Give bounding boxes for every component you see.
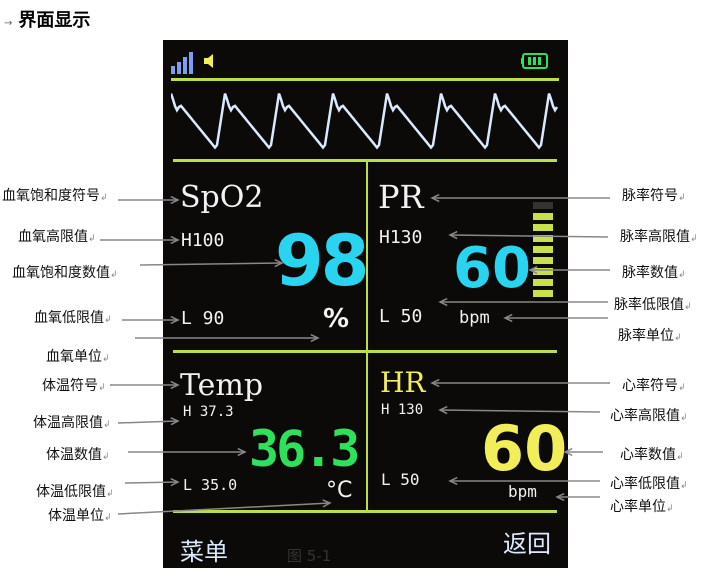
annotation-label-right: 脉率低限值↲	[614, 297, 692, 313]
divider	[171, 78, 559, 81]
menu-button[interactable]: 菜单	[180, 538, 228, 566]
annotation-arrow	[448, 476, 600, 486]
annotation-label-left: 血氧高限值↲	[18, 229, 96, 245]
hr-value: 60	[481, 412, 568, 485]
figure-caption: 图 5-1	[287, 547, 332, 565]
temp-high-limit: H 37.3	[183, 404, 234, 420]
annotation-arrow	[117, 499, 332, 515]
spo2-unit: %	[323, 304, 350, 334]
spo2-high-limit: H100	[181, 230, 225, 251]
annotation-arrow	[118, 195, 180, 205]
annotation-label-left: 体温符号↲	[42, 378, 106, 394]
spo2-symbol: SpO2	[180, 180, 264, 215]
pulse-bar-segment	[533, 257, 553, 264]
annotation-label-left: 体温高限值↲	[33, 415, 111, 431]
annotation-label-right: 心率高限值↲	[610, 408, 688, 424]
annotation-arrow	[430, 193, 610, 203]
divider	[173, 350, 557, 353]
hr-high-limit: H 130	[381, 402, 424, 418]
divider	[173, 159, 557, 162]
annotation-arrow	[563, 447, 603, 457]
annotation-arrow	[438, 297, 608, 307]
annotation-arrow	[117, 417, 180, 426]
pr-unit: bpm	[459, 308, 490, 328]
temp-value: 36.3	[249, 420, 360, 478]
pulse-bar-segment	[533, 279, 553, 286]
divider	[173, 510, 557, 513]
temp-unit: °C	[326, 478, 353, 503]
annotation-label-left: 体温低限值↲	[36, 484, 114, 500]
divider	[366, 160, 368, 513]
annotation-label-left: 血氧单位↲	[46, 349, 110, 365]
annotation-arrow	[430, 378, 610, 388]
pr-symbol: PR	[378, 178, 424, 216]
pulse-bar-segment	[533, 246, 553, 253]
annotation-label-left: 血氧低限值↲	[34, 310, 112, 326]
annotation-label-right: 脉率单位↲	[618, 328, 682, 344]
signal-bars-icon	[171, 52, 193, 74]
hr-low-limit: L 50	[381, 470, 420, 489]
annotation-arrow	[555, 492, 600, 502]
pr-low-limit: L 50	[379, 306, 423, 327]
section-heading: → 界面显示	[4, 10, 91, 31]
temp-low-limit: L 35.0	[183, 476, 238, 494]
annotation-label-left: 血氧饱和度符号↲	[2, 188, 108, 204]
pulse-strength-bar	[533, 202, 553, 302]
device-screen: SpO2 H100 98 L 90 % PR H130 60 L 50 bpm …	[163, 40, 568, 568]
annotation-arrow	[448, 230, 609, 240]
spo2-value: 98	[275, 220, 369, 302]
pulse-bar-segment	[533, 224, 553, 231]
annotation-label-right: 心率符号↲	[622, 378, 686, 394]
battery-icon	[521, 53, 548, 69]
annotation-label-right: 脉率高限值↲	[620, 229, 698, 245]
annotation-label-left: 血氧饱和度数值↲	[12, 265, 118, 281]
annotation-arrow	[503, 313, 608, 323]
pr-high-limit: H130	[379, 227, 423, 248]
pulse-bar-segment	[533, 268, 553, 275]
annotation-arrow	[128, 447, 247, 457]
annotation-arrow	[135, 333, 320, 343]
back-button[interactable]: 返回	[503, 530, 551, 558]
speaker-icon	[204, 54, 213, 68]
spo2-low-limit: L 90	[181, 308, 225, 329]
hr-symbol: HR	[380, 366, 426, 399]
annotation-arrow	[122, 315, 180, 325]
annotation-arrow	[110, 380, 180, 390]
annotation-arrow	[528, 265, 610, 275]
pr-value: 60	[453, 236, 531, 301]
pulse-bar-segment	[533, 290, 553, 297]
annotation-label-left: 体温数值↲	[46, 447, 110, 463]
annotation-label-right: 脉率数值↲	[622, 265, 686, 281]
hr-unit: bpm	[508, 482, 537, 501]
pulse-bar-segment	[533, 202, 553, 209]
annotation-arrow	[124, 477, 180, 487]
annotation-arrow	[100, 235, 180, 245]
annotation-label-right: 心率数值↲	[620, 447, 684, 463]
annotation-arrow	[438, 405, 601, 415]
pleth-waveform	[171, 93, 559, 150]
annotation-label-right: 心率单位↲	[610, 499, 674, 515]
annotation-label-right: 脉率符号↲	[622, 188, 686, 204]
annotation-arrow	[139, 258, 284, 268]
annotation-label-right: 心率低限值↲	[610, 476, 688, 492]
pulse-bar-segment	[533, 235, 553, 242]
annotation-label-left: 体温单位↲	[48, 508, 112, 524]
temp-symbol: Temp	[180, 368, 264, 403]
pulse-bar-segment	[533, 213, 553, 220]
